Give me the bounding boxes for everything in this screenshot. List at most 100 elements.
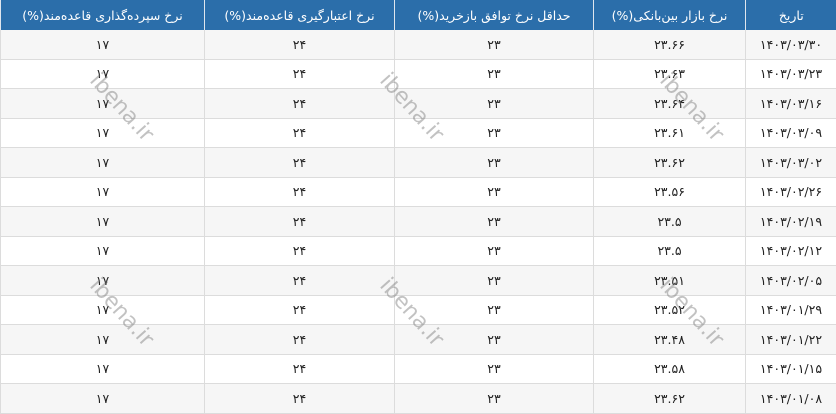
cell-text: ۲۳ xyxy=(487,125,500,140)
cell-interbank-rate: ۲۳.۶۶ xyxy=(594,30,746,59)
cell-text: ۲۳.۵۲ xyxy=(654,302,685,317)
cell-interbank-rate: ۲۳.۶۳ xyxy=(594,59,746,89)
cell-credit-facility-rate: ۲۴ xyxy=(205,118,395,148)
cell-text: ۱۴۰۳/۰۱/۱۵ xyxy=(760,361,822,376)
cell-min-repo-rate: ۲۳ xyxy=(395,207,594,237)
cell-credit-facility-rate: ۲۴ xyxy=(205,266,395,296)
cell-text: ۲۴ xyxy=(293,361,306,376)
cell-text: ۲۳ xyxy=(487,184,500,199)
cell-text: ۲۳ xyxy=(487,361,500,376)
cell-text: ۱۴۰۳/۰۳/۲۳ xyxy=(760,66,822,81)
cell-text: ۱۷ xyxy=(96,361,109,376)
cell-interbank-rate: ۲۳.۵ xyxy=(594,236,746,266)
cell-text: ۲۴ xyxy=(293,66,306,81)
cell-date: ۱۴۰۳/۰۳/۰۲ xyxy=(746,148,836,178)
cell-min-repo-rate: ۲۳ xyxy=(395,30,594,59)
cell-text: ۱۷ xyxy=(96,332,109,347)
cell-deposit-facility-rate: ۱۷ xyxy=(1,325,205,355)
cell-deposit-facility-rate: ۱۷ xyxy=(1,148,205,178)
cell-min-repo-rate: ۲۳ xyxy=(395,325,594,355)
table-row: ۱۴۰۳/۰۳/۳۰ ۲۳.۶۶ ۲۳ ۲۴ ۱۷ xyxy=(1,30,836,59)
cell-text: ۱۷ xyxy=(96,37,109,52)
cell-text: ۱۴۰۳/۰۳/۱۶ xyxy=(760,96,822,111)
cell-min-repo-rate: ۲۳ xyxy=(395,89,594,119)
cell-text: ۱۴۰۳/۰۲/۰۵ xyxy=(760,273,822,288)
cell-date: ۱۴۰۳/۰۱/۱۵ xyxy=(746,354,836,384)
cell-text: ۲۴ xyxy=(293,214,306,229)
cell-text: ۲۴ xyxy=(293,125,306,140)
cell-interbank-rate: ۲۳.۴۸ xyxy=(594,325,746,355)
cell-min-repo-rate: ۲۳ xyxy=(395,118,594,148)
cell-text: ۲۴ xyxy=(293,332,306,347)
cell-text: ۱۷ xyxy=(96,66,109,81)
cell-min-repo-rate: ۲۳ xyxy=(395,266,594,296)
table-row: ۱۴۰۳/۰۲/۱۲ ۲۳.۵ ۲۳ ۲۴ ۱۷ xyxy=(1,236,836,266)
cell-date: ۱۴۰۳/۰۳/۲۳ xyxy=(746,59,836,89)
cell-date: ۱۴۰۳/۰۲/۰۵ xyxy=(746,266,836,296)
cell-credit-facility-rate: ۲۴ xyxy=(205,354,395,384)
cell-credit-facility-rate: ۲۴ xyxy=(205,30,395,59)
cell-text: ۲۳.۴۸ xyxy=(654,332,685,347)
cell-date: ۱۴۰۳/۰۳/۰۹ xyxy=(746,118,836,148)
cell-date: ۱۴۰۳/۰۳/۳۰ xyxy=(746,30,836,59)
cell-text: ۲۴ xyxy=(293,391,306,406)
cell-text: ۱۴۰۳/۰۲/۱۲ xyxy=(760,243,822,258)
cell-text: ۲۳.۶۱ xyxy=(654,125,685,140)
cell-text: ۱۷ xyxy=(96,155,109,170)
cell-text: ۱۷ xyxy=(96,243,109,258)
cell-text: ۲۳ xyxy=(487,243,500,258)
column-header-credit-facility-rate: نرخ اعتبارگیری قاعده‌مند(%) xyxy=(205,0,395,30)
cell-date: ۱۴۰۳/۰۱/۰۸ xyxy=(746,384,836,414)
cell-deposit-facility-rate: ۱۷ xyxy=(1,354,205,384)
cell-min-repo-rate: ۲۳ xyxy=(395,59,594,89)
cell-interbank-rate: ۲۳.۶۴ xyxy=(594,89,746,119)
cell-deposit-facility-rate: ۱۷ xyxy=(1,30,205,59)
cell-text: ۲۳.۶۴ xyxy=(654,96,685,111)
cell-credit-facility-rate: ۲۴ xyxy=(205,89,395,119)
cell-credit-facility-rate: ۲۴ xyxy=(205,148,395,178)
cell-text: ۱۷ xyxy=(96,96,109,111)
cell-text: ۱۴۰۳/۰۱/۲۹ xyxy=(760,302,822,317)
cell-text: ۱۴۰۳/۰۳/۳۰ xyxy=(760,37,822,52)
column-header-deposit-facility-rate: نرخ سپرده‌گذاری قاعده‌مند(%) xyxy=(1,0,205,30)
cell-credit-facility-rate: ۲۴ xyxy=(205,325,395,355)
cell-deposit-facility-rate: ۱۷ xyxy=(1,236,205,266)
cell-text: ۲۳ xyxy=(487,391,500,406)
cell-date: ۱۴۰۳/۰۱/۲۹ xyxy=(746,295,836,325)
cell-min-repo-rate: ۲۳ xyxy=(395,177,594,207)
cell-text: ۲۳.۶۲ xyxy=(654,391,685,406)
cell-text: ۱۴۰۳/۰۳/۰۲ xyxy=(760,155,822,170)
cell-text: ۱۷ xyxy=(96,184,109,199)
cell-text: ۲۳.۵۸ xyxy=(654,361,685,376)
cell-text: ۱۴۰۳/۰۱/۰۸ xyxy=(760,391,822,406)
cell-interbank-rate: ۲۳.۶۲ xyxy=(594,384,746,414)
cell-date: ۱۴۰۳/۰۱/۲۲ xyxy=(746,325,836,355)
cell-interbank-rate: ۲۳.۵۲ xyxy=(594,295,746,325)
cell-text: ۱۷ xyxy=(96,125,109,140)
cell-deposit-facility-rate: ۱۷ xyxy=(1,118,205,148)
cell-interbank-rate: ۲۳.۵ xyxy=(594,207,746,237)
column-header-min-repo-rate: حداقل نرخ توافق بازخرید(%) xyxy=(395,0,594,30)
cell-credit-facility-rate: ۲۴ xyxy=(205,236,395,266)
cell-text: ۱۷ xyxy=(96,273,109,288)
cell-text: ۲۳ xyxy=(487,37,500,52)
cell-min-repo-rate: ۲۳ xyxy=(395,354,594,384)
table-row: ۱۴۰۳/۰۱/۲۲ ۲۳.۴۸ ۲۳ ۲۴ ۱۷ xyxy=(1,325,836,355)
cell-text: ۲۳.۶۶ xyxy=(654,37,685,52)
cell-text: ۲۳.۵ xyxy=(657,243,681,258)
cell-date: ۱۴۰۳/۰۳/۱۶ xyxy=(746,89,836,119)
cell-interbank-rate: ۲۳.۵۸ xyxy=(594,354,746,384)
cell-text: ۲۳ xyxy=(487,214,500,229)
cell-text: ۲۴ xyxy=(293,243,306,258)
cell-text: ۱۴۰۳/۰۲/۲۶ xyxy=(760,184,822,199)
cell-text: ۱۴۰۳/۰۲/۱۹ xyxy=(760,214,822,229)
cell-credit-facility-rate: ۲۴ xyxy=(205,177,395,207)
cell-text: ۲۳.۶۲ xyxy=(654,155,685,170)
cell-interbank-rate: ۲۳.۶۲ xyxy=(594,148,746,178)
